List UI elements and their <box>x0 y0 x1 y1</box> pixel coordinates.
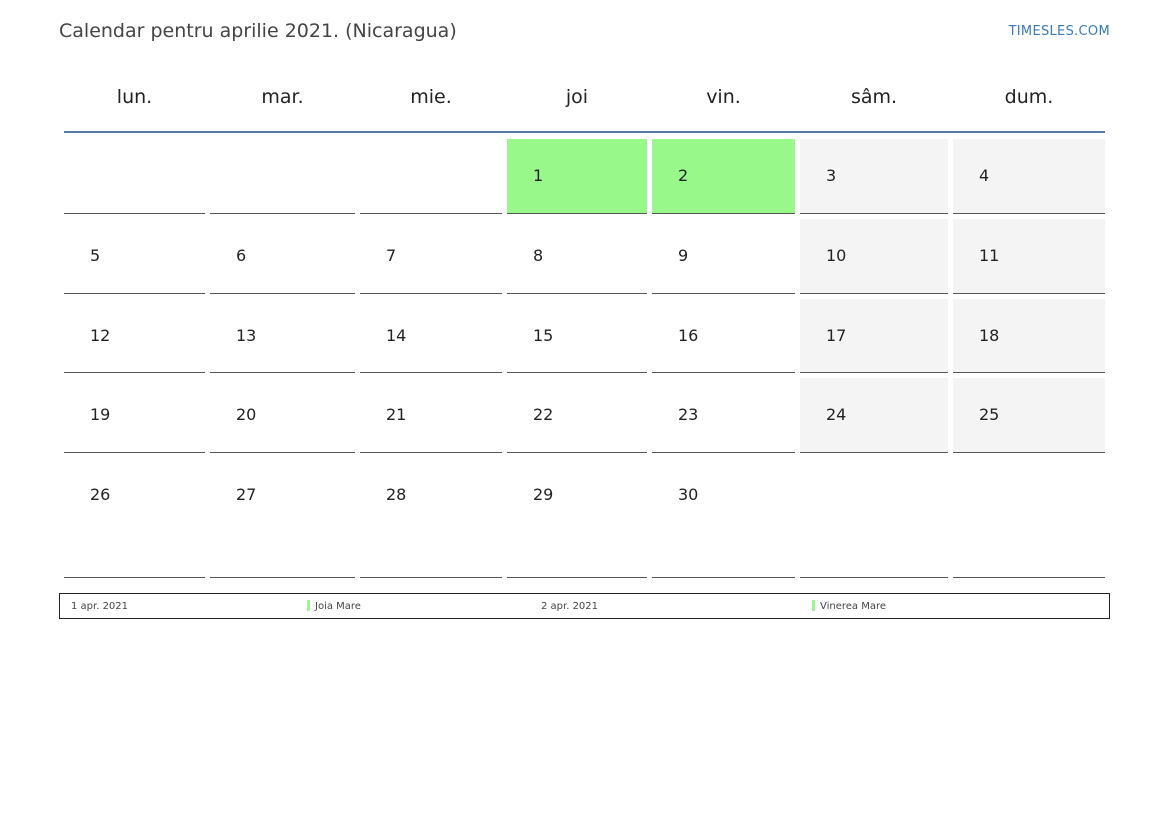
day-number: 26 <box>90 485 111 504</box>
holiday-legend: 1 apr. 2021 Joia Mare 2 apr. 2021 Vinere… <box>59 593 1110 619</box>
day-number: 28 <box>386 485 407 504</box>
weekday-label: mar. <box>261 86 304 108</box>
day-number: 7 <box>386 246 397 265</box>
weekday-label: lun. <box>116 86 153 108</box>
day-cell <box>210 139 355 214</box>
day-number: 29 <box>533 485 554 504</box>
holiday-day-cell: 2 <box>652 139 795 214</box>
day-number: 4 <box>979 166 990 185</box>
day-number: 8 <box>533 246 544 265</box>
day-cell: 22 <box>507 378 647 453</box>
day-number: 16 <box>678 326 699 345</box>
weekend-day-cell: 25 <box>953 378 1105 453</box>
day-cell: 9 <box>652 219 795 294</box>
day-cell: 27 <box>210 458 355 578</box>
day-number: 12 <box>90 326 111 345</box>
day-cell: 15 <box>507 299 647 373</box>
weekend-day-cell: 24 <box>800 378 948 453</box>
weekday-label: dum. <box>1004 86 1054 108</box>
day-number: 13 <box>236 326 257 345</box>
day-cell: 7 <box>360 219 502 294</box>
day-number: 23 <box>678 405 699 424</box>
day-cell: 21 <box>360 378 502 453</box>
holiday-color-marker <box>307 600 310 611</box>
header-divider <box>64 131 1105 133</box>
day-number: 25 <box>979 405 1000 424</box>
day-number: 19 <box>90 405 111 424</box>
day-cell: 20 <box>210 378 355 453</box>
day-cell: 12 <box>64 299 205 373</box>
weekday-label: vin. <box>706 86 741 108</box>
weekend-day-cell: 3 <box>800 139 948 214</box>
day-cell: 26 <box>64 458 205 578</box>
day-number: 18 <box>979 326 1000 345</box>
day-cell <box>800 458 948 578</box>
weekday-label: joi <box>565 86 589 108</box>
legend-date: 2 apr. 2021 <box>541 601 599 612</box>
day-number: 6 <box>236 246 247 265</box>
day-cell: 29 <box>507 458 647 578</box>
weekend-day-cell: 4 <box>953 139 1105 214</box>
day-number: 9 <box>678 246 689 265</box>
day-cell <box>64 139 205 214</box>
day-number: 20 <box>236 405 257 424</box>
brand-link[interactable]: TIMESLES.COM <box>1008 24 1110 39</box>
day-cell: 16 <box>652 299 795 373</box>
day-number: 10 <box>826 246 847 265</box>
legend-holiday-name: Vinerea Mare <box>820 601 887 612</box>
day-number: 24 <box>826 405 847 424</box>
day-cell: 28 <box>360 458 502 578</box>
day-number: 11 <box>979 246 1000 265</box>
day-number: 15 <box>533 326 554 345</box>
weekday-label: mie. <box>410 86 452 108</box>
weekend-day-cell: 11 <box>953 219 1105 294</box>
day-number: 21 <box>386 405 407 424</box>
day-cell: 19 <box>64 378 205 453</box>
day-cell <box>953 458 1105 578</box>
day-cell: 8 <box>507 219 647 294</box>
legend-date: 1 apr. 2021 <box>71 601 129 612</box>
day-number: 1 <box>533 166 544 185</box>
day-number: 30 <box>678 485 699 504</box>
day-cell: 5 <box>64 219 205 294</box>
day-number: 2 <box>678 166 689 185</box>
weekday-header: lun. mar. mie. joi vin. sâm. dum. <box>64 86 1105 112</box>
day-number: 14 <box>386 326 407 345</box>
holiday-day-cell: 1 <box>507 139 647 214</box>
weekend-day-cell: 17 <box>800 299 948 373</box>
day-number: 5 <box>90 246 101 265</box>
day-cell: 30 <box>652 458 795 578</box>
weekend-day-cell: 18 <box>953 299 1105 373</box>
day-cell: 23 <box>652 378 795 453</box>
weekday-label: sâm. <box>850 86 898 108</box>
day-cell: 14 <box>360 299 502 373</box>
day-cell: 6 <box>210 219 355 294</box>
day-cell: 13 <box>210 299 355 373</box>
legend-holiday-name: Joia Mare <box>315 601 361 612</box>
day-cell <box>360 139 502 214</box>
holiday-color-marker <box>812 600 815 611</box>
day-number: 3 <box>826 166 837 185</box>
day-number: 27 <box>236 485 257 504</box>
day-number: 22 <box>533 405 554 424</box>
day-number: 17 <box>826 326 847 345</box>
page-title: Calendar pentru aprilie 2021. (Nicaragua… <box>59 20 457 42</box>
weekend-day-cell: 10 <box>800 219 948 294</box>
